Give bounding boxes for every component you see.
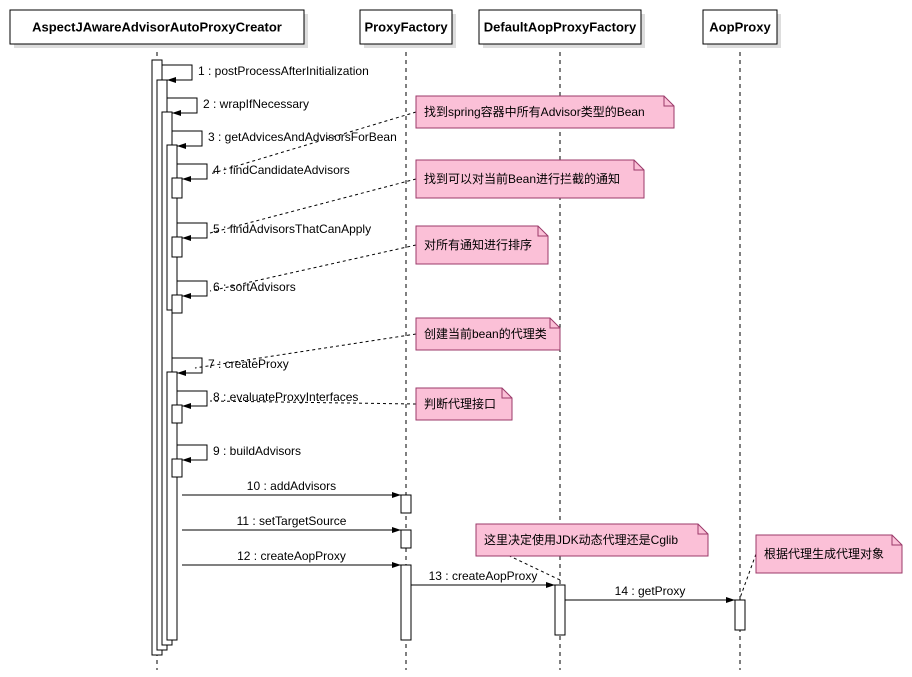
self-message: [177, 223, 207, 238]
message-label: 8 : evaluateProxyInterfaces: [213, 390, 358, 404]
note-text: 对所有通知进行排序: [424, 237, 532, 252]
activation-bar: [555, 585, 565, 635]
activation-bar: [401, 530, 411, 548]
message-label: 14 : getProxy: [615, 584, 686, 598]
message-label: 3 : getAdvicesAndAdvisorsForBean: [208, 130, 397, 144]
message-label: 12 : createAopProxy: [237, 549, 346, 563]
self-message: [172, 131, 202, 146]
self-message: [162, 65, 192, 80]
activation-bar: [172, 405, 182, 423]
note-text: 判断代理接口: [424, 396, 496, 411]
activation-bar: [172, 295, 182, 313]
message-label: 4 : findCandidateAdvisors: [213, 163, 350, 177]
note-link: [740, 554, 756, 598]
sequence-diagram: AspectJAwareAdvisorAutoProxyCreator Proxy…: [0, 0, 912, 677]
note-text: 找到可以对当前Bean进行拦截的通知: [424, 171, 620, 186]
self-message: [177, 445, 207, 460]
message-label: 1 : postProcessAfterInitialization: [198, 64, 369, 78]
self-message: [172, 358, 202, 373]
message-label: 7 : createProxy: [208, 357, 289, 371]
activation-bar: [172, 459, 182, 477]
note-text: 创建当前bean的代理类: [424, 326, 547, 341]
note-text: 根据代理生成代理对象: [764, 547, 884, 561]
participant-label: DefaultAopProxyFactory: [484, 19, 637, 34]
note-text: 找到spring容器中所有Advisor类型的Bean: [424, 104, 645, 119]
message-label: 2 : wrapIfNecessary: [203, 97, 309, 111]
self-message: [177, 164, 207, 179]
self-message: [177, 391, 207, 406]
note-text: 这里决定使用JDK动态代理还是Cglib: [484, 532, 678, 547]
participant-label: ProxyFactory: [364, 19, 448, 34]
message-label: 10 : addAdvisors: [247, 479, 336, 493]
message-label: 11 : setTargetSource: [237, 514, 347, 528]
activation-bar: [401, 495, 411, 513]
self-message: [177, 281, 207, 296]
message-label: 9 : buildAdvisors: [213, 444, 301, 458]
activation-bar: [735, 600, 745, 630]
activation-bar: [401, 565, 411, 640]
self-message: [167, 98, 197, 113]
participant-label: AspectJAwareAdvisorAutoProxyCreator: [32, 19, 282, 34]
activation-bar: [172, 237, 182, 257]
activation-bar: [172, 178, 182, 198]
message-label: 5 : findAdvisorsThatCanApply: [213, 222, 371, 236]
message-label: 13 : createAopProxy: [429, 569, 538, 583]
participant-label: AopProxy: [709, 19, 771, 34]
activation-bar: [167, 145, 177, 310]
message-label: 6 : sortAdvisors: [213, 280, 296, 294]
